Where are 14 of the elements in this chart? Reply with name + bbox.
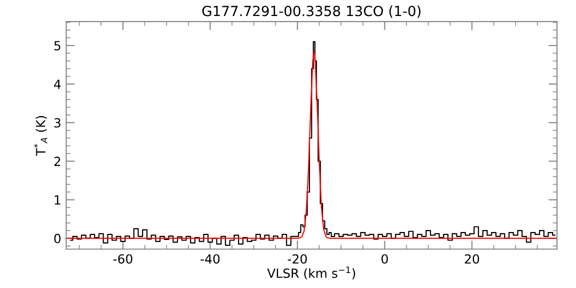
x-tick-label: -20 — [288, 254, 307, 264]
x-tick-label: 0 — [382, 254, 388, 264]
y-tick-label: 2 — [54, 156, 60, 166]
y-tick-label: 0 — [54, 234, 61, 244]
x-tick-label: -40 — [200, 254, 220, 264]
y-tick-label: 5 — [54, 41, 60, 50]
y-tick-label: 4 — [54, 80, 61, 89]
x-tick-label: 20 — [464, 254, 480, 264]
y-tick-label: 1 — [54, 195, 60, 205]
chart-title: G177.7291-00.3358 13CO (1-0) — [202, 6, 420, 18]
x-axis-title: VLSR (km s$^{−1}$) — [267, 266, 356, 280]
y-tick-label: 3 — [54, 118, 60, 128]
x-tick-label: -60 — [113, 254, 132, 264]
y-axis-title: T$^{*}$$_{A}$ (K) — [34, 116, 48, 156]
